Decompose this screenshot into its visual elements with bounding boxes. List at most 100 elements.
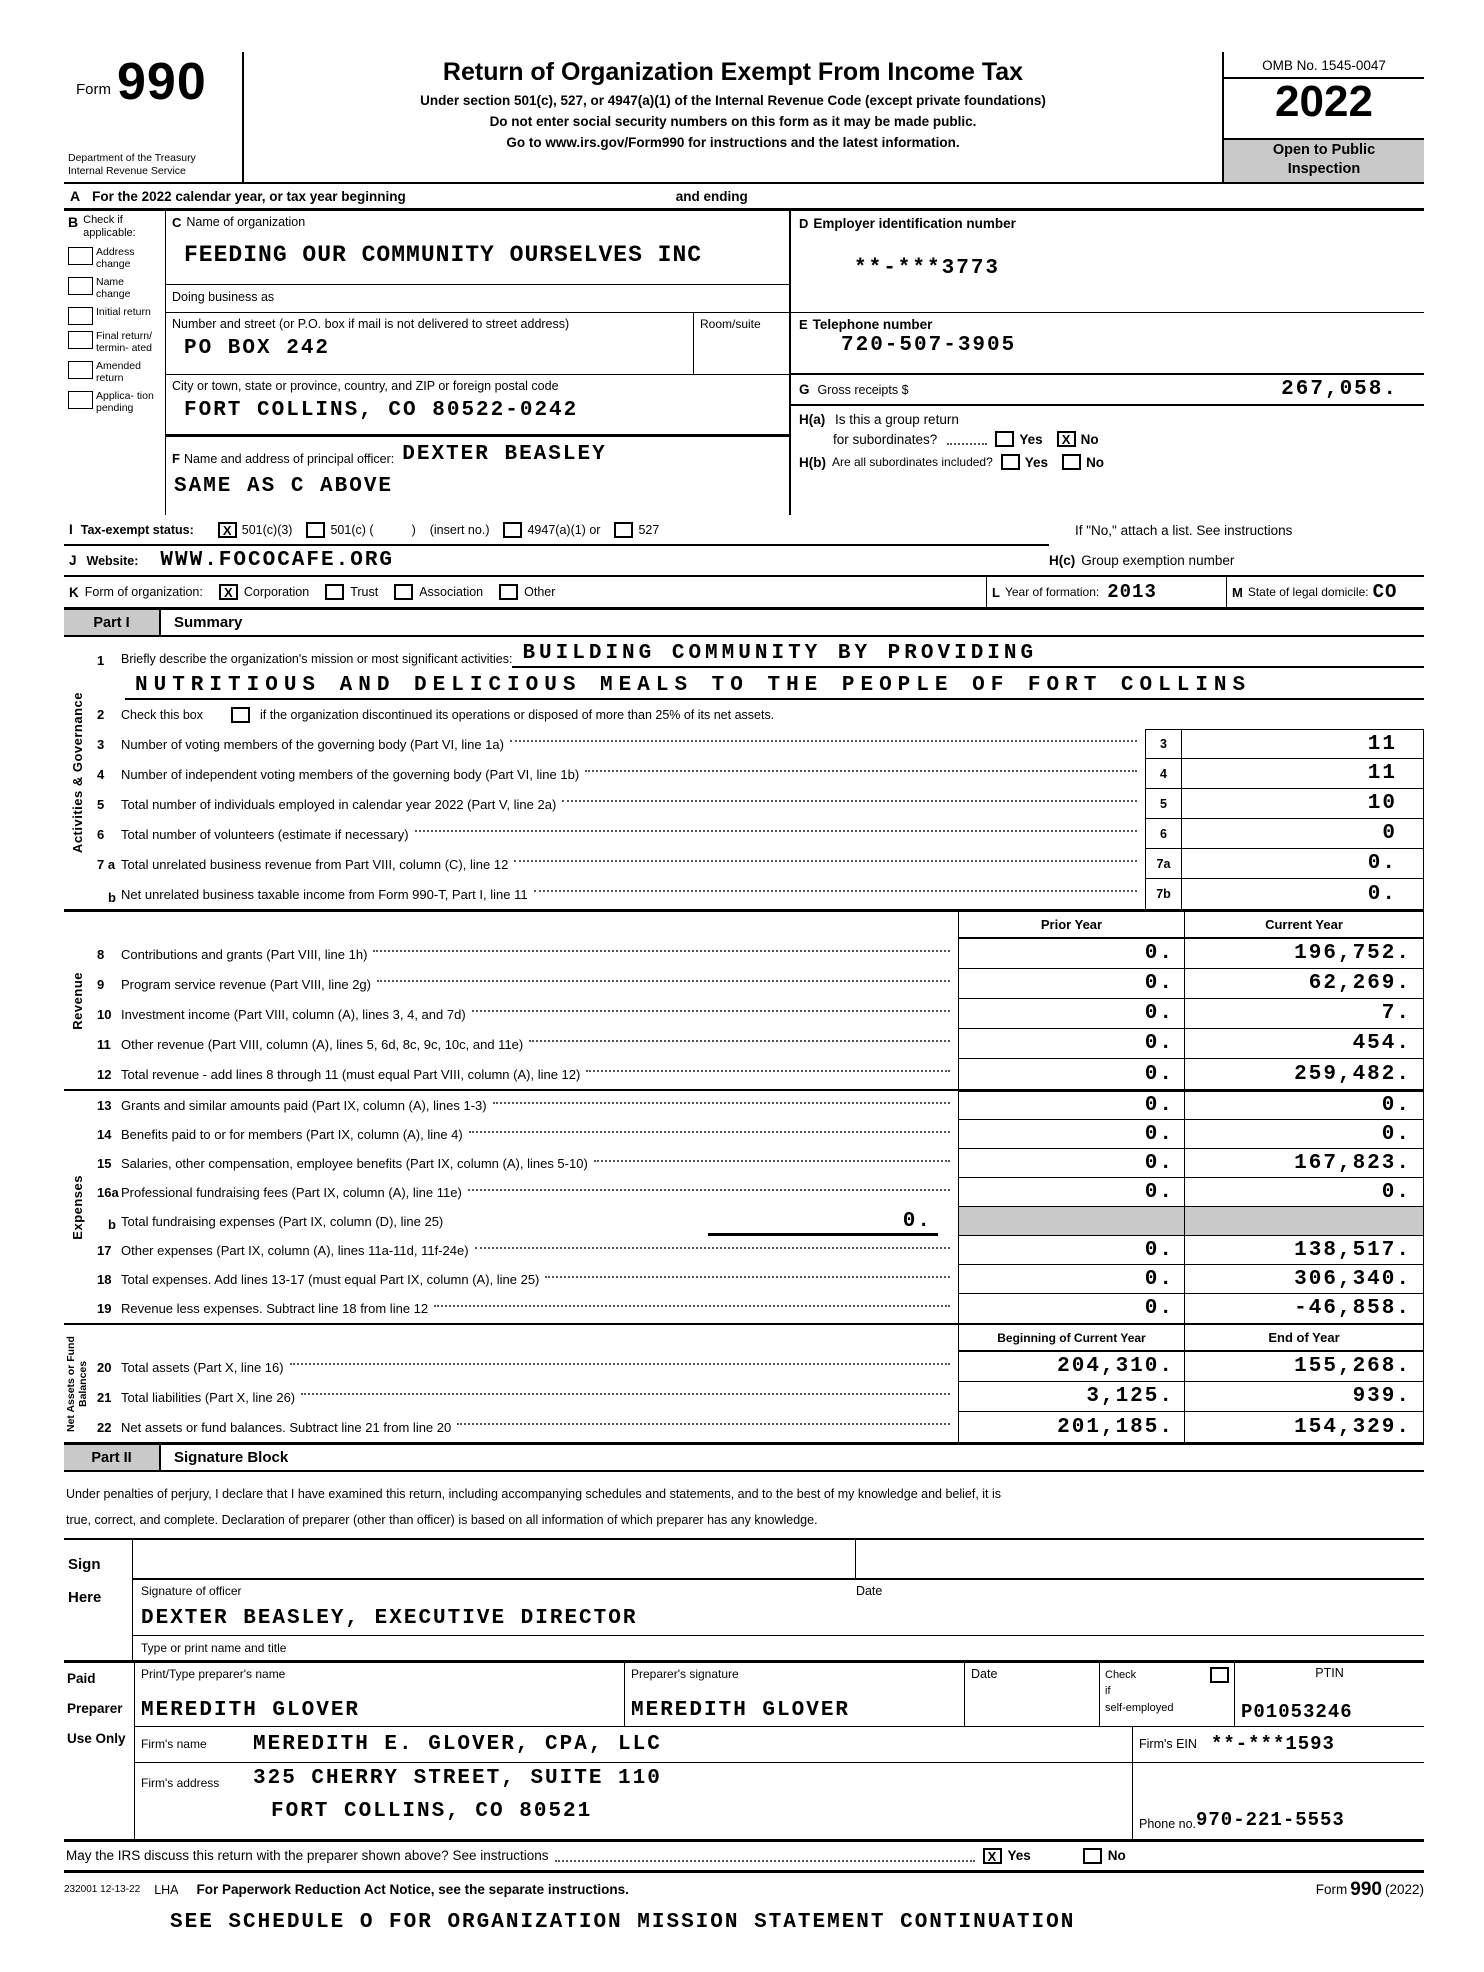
hb-note: If "No," attach a list. See instructions (1049, 515, 1424, 546)
form-title: Return of Organization Exempt From Incom… (442, 58, 1024, 86)
sign-word: Sign (68, 1555, 101, 1573)
dotted-leader (457, 1412, 950, 1425)
prior-value: 0. (1144, 1002, 1174, 1025)
declaration-line-1: Under penalties of perjury, I declare th… (66, 1487, 1002, 1501)
dotted-leader (301, 1382, 950, 1395)
end-year-cell: 939. (1184, 1382, 1424, 1412)
sign-here-label: Sign Here (64, 1539, 133, 1660)
ein-value: **-***3773 (854, 257, 1001, 280)
row-number: 4 (97, 766, 105, 782)
row-label: Number of independent voting members of … (121, 766, 580, 782)
summary-row-18: 18 Total expenses. Add lines 13-17 (must… (91, 1265, 1424, 1294)
row-value: 0 (1382, 822, 1397, 845)
527-checkbox (614, 521, 634, 538)
current-value: -46,858. (1294, 1297, 1411, 1320)
governance-group: Activities & Governance 1 Briefly descri… (64, 637, 1424, 912)
dotted-leader (554, 1849, 975, 1862)
summary-row-7b: b Net unrelated business taxable income … (91, 879, 1424, 909)
signature-of-officer-label: Signature of officer (141, 1583, 242, 1598)
row-box-number: 7a (1145, 849, 1181, 879)
row-label: Total fundraising expenses (Part IX, col… (121, 1214, 444, 1229)
firm-address-row: Firm's address 325 CHERRY STREET, SUITE … (135, 1762, 1424, 1839)
preparer-date-cell: Date (964, 1662, 1099, 1726)
state-domicile-value: CO (1372, 581, 1398, 603)
date-label: Date (855, 1583, 883, 1598)
row-label: Contributions and grants (Part VIII, lin… (121, 946, 368, 962)
paid-preparer-block: Paid Preparer Use Only Print/Type prepar… (64, 1662, 1424, 1842)
year-of-formation-cell: L Year of formation: 2013 (986, 577, 1226, 607)
row-label: Other revenue (Part VIII, column (A), li… (121, 1036, 524, 1052)
row-box-number: 4 (1145, 759, 1181, 789)
preparer-main: Print/Type preparer's name MEREDITH GLOV… (135, 1662, 1424, 1839)
end-year-header: End of Year (1184, 1325, 1424, 1352)
governance-content: 1 Briefly describe the organization's mi… (91, 637, 1424, 909)
principal-officer-cell: F Name and address of principal officer:… (166, 437, 789, 515)
self-employed-label: self-employed (1105, 1701, 1174, 1714)
prior-year-header: Prior Year (958, 912, 1184, 939)
ha-line1: H(a) Is this a group return (791, 406, 1424, 427)
line-2-check-box-row: 2 Check this box if the organization dis… (91, 700, 1424, 729)
row-value: 10 (1367, 792, 1397, 815)
checkbox-name-change: Name change (68, 276, 165, 301)
prior-value: 0. (1144, 1238, 1174, 1262)
signature-space (133, 1539, 856, 1578)
summary-row-5: 5 Total number of individuals employed i… (91, 789, 1424, 819)
expenses-content: 13 Grants and similar amounts paid (Part… (91, 1091, 1424, 1323)
row-label: Investment income (Part VIII, column (A)… (121, 1006, 466, 1022)
officer-label: Name and address of principal officer: (183, 452, 395, 466)
row-label: Total revenue - add lines 8 through 11 (… (121, 1066, 581, 1082)
dotted-leader (947, 434, 988, 445)
discuss-no-label: No (1107, 1848, 1126, 1863)
website-label: Website: (86, 553, 139, 568)
prior-year-cell: 0. (958, 1265, 1184, 1294)
block-g-prefix: G (799, 382, 810, 397)
hb-label: Are all subordinates included? (832, 455, 993, 469)
form-subtitle-1: Under section 501(c), 527, or 4947(a)(1)… (420, 93, 1046, 108)
row-value-cell: 11 (1181, 729, 1424, 759)
prior-year-cell: 0. (958, 1091, 1184, 1120)
street-value: PO BOX 242 (184, 337, 331, 360)
summary-row-7a: 7 a Total unrelated business revenue fro… (91, 849, 1424, 879)
prior-year-cell: 0. (958, 1120, 1184, 1149)
firm-address-line-1: Firm's address 325 CHERRY STREET, SUITE … (141, 1767, 1132, 1790)
sign-here-block: Sign Here Signature of officer Date DEXT… (64, 1539, 1424, 1663)
part2-header: Part II Signature Block (64, 1445, 1424, 1472)
current-year-cell: 0. (1184, 1120, 1424, 1149)
row-label: Total expenses. Add lines 13-17 (must eq… (121, 1272, 540, 1287)
checkbox-amended-return: Amended return (68, 361, 165, 385)
row-label: Number of voting members of the governin… (121, 736, 504, 752)
type-print-label: Type or print name and title (141, 1640, 287, 1655)
row-number: 8 (97, 946, 105, 962)
phone-label: Telephone number (812, 317, 933, 332)
part1-title: Summary (174, 614, 243, 631)
ha-yes-label: Yes (1019, 431, 1043, 447)
sidebar-net-assets-text: Net Assets or Fund Balances (65, 1335, 90, 1432)
lha-label: LHA (154, 1882, 179, 1897)
row-number: 11 (97, 1036, 111, 1052)
city-label: City or town, state or province, country… (172, 379, 559, 393)
firm-address-value-2: FORT COLLINS, CO 80521 (271, 1799, 593, 1823)
current-year-cell: -46,858. (1184, 1294, 1424, 1323)
row-value-cell: 10 (1181, 789, 1424, 819)
row-box-number: 7b (1145, 879, 1181, 909)
hc-group-exemption: H(c) Group exemption number (1049, 546, 1424, 575)
ptin-value: P01053246 (1241, 1700, 1353, 1723)
dept-line: Department of the Treasury (68, 151, 196, 164)
current-year-cell: 306,340. (1184, 1265, 1424, 1294)
row-number: 7 a (97, 856, 116, 872)
row-value: 11 (1367, 762, 1397, 785)
row-label: Benefits paid to or for members (Part IX… (121, 1127, 463, 1142)
form-org-label: Form of organization: (84, 585, 203, 599)
spacer (91, 912, 958, 939)
row-number: 21 (97, 1389, 112, 1405)
current-value: 62,269. (1308, 972, 1411, 995)
org-name-value: FEEDING OUR COMMUNITY OURSELVES INC (184, 242, 703, 268)
row-number: b (108, 889, 116, 905)
row-number: 14 (97, 1127, 112, 1142)
phone-cell-preparer: Phone no. 970-221-5553 (1132, 1762, 1424, 1839)
room-suite-label: Room/suite (700, 317, 761, 331)
dba-label: Doing business as (172, 290, 275, 304)
row-value: 0. (1367, 852, 1397, 875)
row-box-number: 3 (1145, 729, 1181, 759)
line-a-text: For the 2022 calendar year, or tax year … (92, 188, 406, 204)
